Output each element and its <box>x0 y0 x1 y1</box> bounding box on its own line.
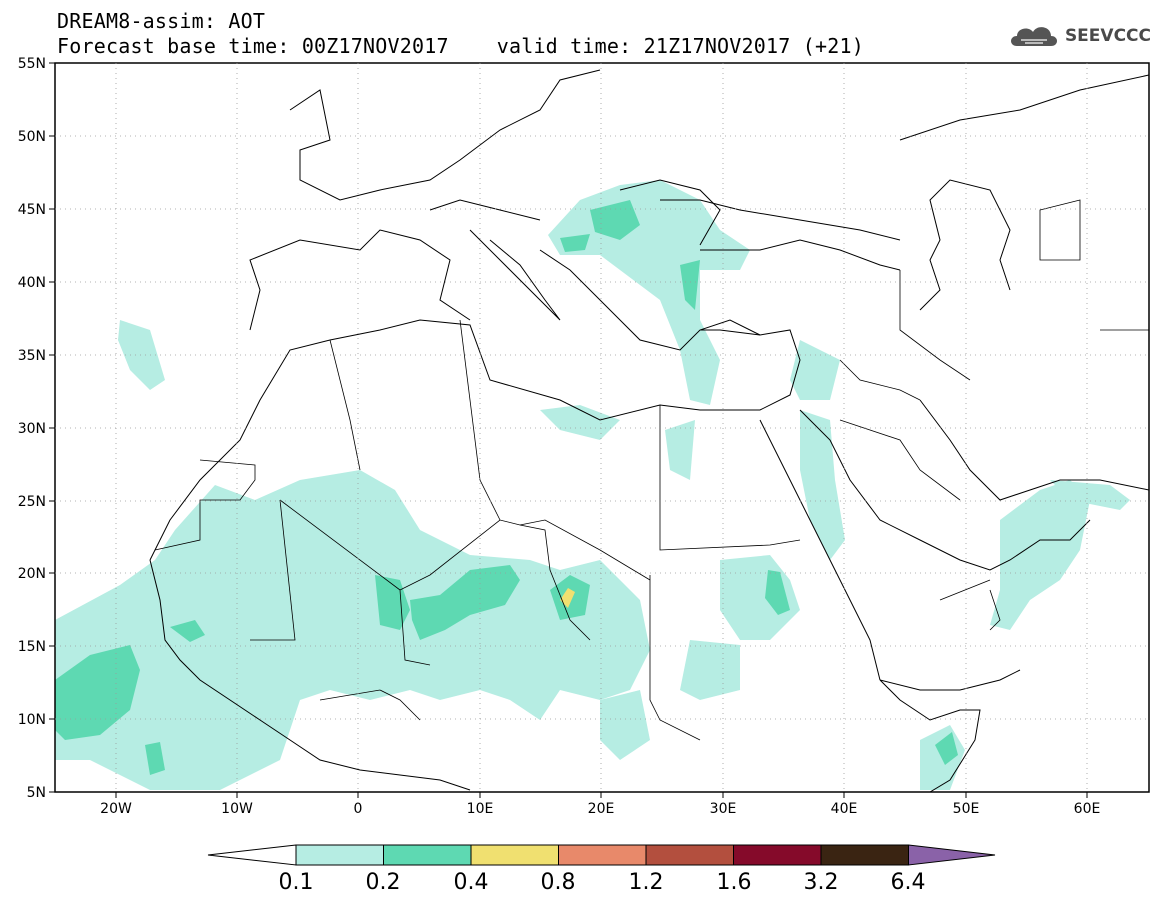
logo-text: SEEVCCC <box>1064 26 1151 46</box>
lat-label: 5N <box>27 785 46 801</box>
lat-label: 15N <box>18 639 46 655</box>
map-subtitle: Forecast base time: 00Z17NOV2017 valid ti… <box>57 35 864 57</box>
colorbar-label: 3.2 <box>803 870 839 895</box>
lon-label: 0 <box>354 801 363 817</box>
colorbar <box>207 844 996 866</box>
lon-label: 10W <box>221 801 253 817</box>
colorbar-over-triangle <box>908 844 996 866</box>
lat-label: 30N <box>18 421 46 437</box>
axis-ticks <box>49 62 1088 798</box>
lon-label: 40E <box>831 801 858 817</box>
colorbar-segment <box>820 844 909 866</box>
lat-label: 10N <box>18 712 46 728</box>
lat-label: 45N <box>18 202 46 218</box>
colorbar-segment <box>383 844 472 866</box>
lat-label: 40N <box>18 275 46 291</box>
colorbar-segment <box>470 844 559 866</box>
colorbar-under-triangle <box>207 844 297 866</box>
aot-field-light <box>55 180 1130 790</box>
lat-label: 55N <box>18 56 46 72</box>
colorbar-segment <box>558 844 647 866</box>
borders <box>154 199 1149 741</box>
coastlines <box>149 69 1149 792</box>
colorbar-label: 1.2 <box>628 870 664 895</box>
lon-label: 20E <box>588 801 615 817</box>
colorbar-segment <box>295 844 384 866</box>
seevccc-logo: SEEVCCC <box>1007 22 1151 50</box>
colorbar-segment <box>733 844 822 866</box>
lat-label: 35N <box>18 348 46 364</box>
lon-label: 50E <box>953 801 980 817</box>
colorbar-label: 0.1 <box>278 870 314 895</box>
lon-label: 30E <box>710 801 737 817</box>
lat-labels: 55N 50N 45N 40N 35N 30N 25N 20N 15N 10N … <box>18 56 46 801</box>
base-time: Forecast base time: 00Z17NOV2017 <box>57 34 449 58</box>
colorbar-label: 0.8 <box>540 870 576 895</box>
map-title: DREAM8-assim: AOT <box>57 9 266 33</box>
valid-time: valid time: 21Z17NOV2017 (+21) <box>496 34 864 58</box>
cloud-icon <box>1010 27 1057 46</box>
lon-label: 10E <box>467 801 494 817</box>
aot-field-medium <box>55 200 958 775</box>
lat-label: 50N <box>18 129 46 145</box>
aot-map: 20W 10W 0 10E 20E 30E 40E 50E 60E 55N 50… <box>18 56 1150 817</box>
colorbar-label: 6.4 <box>890 870 926 895</box>
colorbar-label: 0.4 <box>453 870 489 895</box>
colorbar-segment <box>645 844 734 866</box>
lon-label: 60E <box>1074 801 1101 817</box>
colorbar-label: 1.6 <box>716 870 752 895</box>
lat-label: 20N <box>18 566 46 582</box>
lon-labels: 20W 10W 0 10E 20E 30E 40E 50E 60E <box>100 801 1100 817</box>
colorbar-label: 0.2 <box>365 870 401 895</box>
lon-label: 20W <box>100 801 132 817</box>
aot-field-high <box>560 588 575 608</box>
lat-label: 25N <box>18 494 46 510</box>
